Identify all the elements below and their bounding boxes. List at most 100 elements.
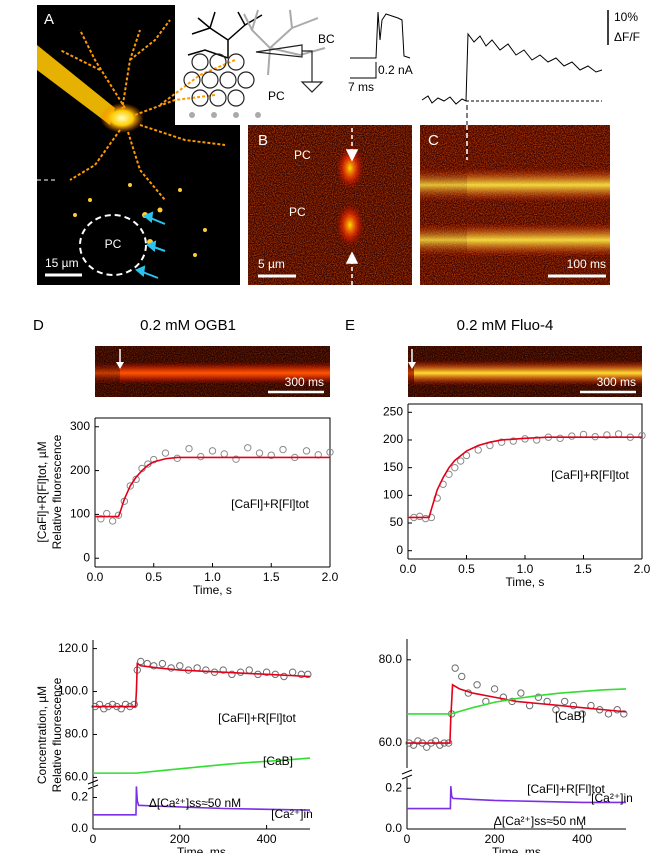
data-point (326, 448, 334, 456)
x-axis-label: Time, s (193, 583, 232, 597)
data-point (578, 710, 586, 718)
data-point (613, 706, 621, 714)
data-line (407, 688, 627, 715)
x-tick-label: 0.0 (87, 570, 104, 584)
data-point (569, 701, 578, 710)
data-line (93, 786, 311, 816)
scale-label: 100 ms (567, 257, 606, 271)
data-point (202, 666, 210, 674)
data-point (451, 664, 459, 672)
y-tick-label: 100 (70, 507, 90, 521)
x-tick-label: 0.0 (400, 562, 417, 576)
x-axis-label: Time, ms (492, 845, 541, 853)
annotation: Δ[Ca²⁺]ss≈50 nM (494, 814, 586, 828)
y-tick-label: 0 (396, 543, 403, 557)
data-point (620, 710, 628, 718)
scale-label: 10% (614, 10, 638, 24)
data-point (458, 672, 466, 681)
y-tick-label: 0.2 (71, 790, 88, 804)
x-tick-label: 400 (572, 832, 592, 846)
data-point (421, 514, 430, 523)
data-point (462, 451, 471, 460)
x-tick-label: 1.5 (575, 562, 592, 576)
data-point (614, 430, 623, 438)
data-point (556, 434, 564, 443)
data-point (108, 700, 117, 709)
data-point (208, 447, 217, 455)
annotation: [CaFl]+R[Fl]tot (231, 497, 309, 511)
panel-title: 0.2 mM Fluo-4 (457, 317, 554, 334)
x-axis-label: Time, ms (177, 845, 226, 853)
data-point (100, 705, 108, 713)
data-point (228, 670, 236, 679)
y-tick-label: 200 (70, 463, 90, 477)
scale-label: 300 ms (597, 375, 636, 389)
x-tick-label: 1.5 (263, 570, 280, 584)
frame (408, 403, 643, 559)
data-point (117, 705, 125, 713)
panel-c: C 100 ms (420, 105, 610, 285)
current-trace: 0.2 nA 7 ms (348, 11, 413, 94)
data-point (158, 659, 167, 668)
y-tick-label: 100.0 (58, 684, 88, 698)
schematic: BC PC (183, 9, 335, 118)
y-tick-label: 0.0 (385, 821, 402, 835)
data-point (97, 515, 105, 523)
data-point (150, 662, 158, 670)
annotation: [CaFl]+R[Fl]tot (218, 711, 296, 725)
data-point (197, 452, 205, 461)
data-point (517, 689, 525, 697)
cell-label: BC (318, 32, 335, 46)
data-point (638, 431, 646, 440)
annotation: [CaB] (263, 754, 293, 768)
data-point (456, 457, 465, 465)
data-point (568, 432, 576, 440)
panel-label: E (345, 317, 355, 334)
y-tick-label: 60.0 (65, 770, 89, 784)
axis-break (401, 769, 413, 780)
panel-label: C (428, 132, 439, 149)
data-point (431, 737, 440, 745)
data-point (103, 509, 111, 518)
data-line (93, 662, 311, 708)
data-point (509, 437, 517, 445)
x-tick-label: 1.0 (517, 562, 534, 576)
data-point (279, 445, 287, 454)
scale-label: 7 ms (348, 80, 374, 94)
data-point (121, 700, 130, 709)
y-tick-label: 100 (383, 488, 403, 502)
panel-label: D (33, 317, 44, 334)
data-point (302, 447, 311, 455)
y-tick-label: 0.2 (385, 780, 402, 794)
data-point (267, 451, 275, 459)
data-point (219, 666, 227, 674)
data-point (473, 681, 481, 689)
data-point (244, 444, 252, 452)
y-tick-label: 300 (70, 419, 90, 433)
data-point (497, 438, 506, 446)
x-tick-label: 0.5 (145, 570, 162, 584)
y-tick-label: 150 (383, 460, 403, 474)
panel-label: A (44, 11, 54, 28)
scale-label: 5 µm (258, 257, 285, 271)
data-point (232, 455, 240, 463)
cell-label: PC (289, 205, 306, 219)
x-tick-label: 0 (90, 832, 97, 846)
data-point (533, 436, 541, 444)
x-tick-label: 1.0 (204, 570, 221, 584)
data-point (176, 662, 184, 670)
annotation: [Ca²⁺]in (271, 807, 313, 821)
y-tick-label: 250 (383, 404, 403, 418)
data-point (95, 700, 104, 709)
data-point (490, 685, 499, 693)
panel-b: B PC PC 5 µm (248, 125, 412, 285)
y-axis-label: Relative fluorescence (50, 434, 64, 549)
annotation: Δ[Ca²⁺]ss≈50 nM (149, 796, 241, 810)
panel-e-header: E 0.2 mM Fluo-4 300 ms (345, 317, 642, 397)
axis-break (87, 779, 99, 790)
data-line (95, 456, 330, 518)
data-point (534, 693, 543, 701)
data-point (474, 446, 482, 454)
data-point (255, 449, 264, 457)
